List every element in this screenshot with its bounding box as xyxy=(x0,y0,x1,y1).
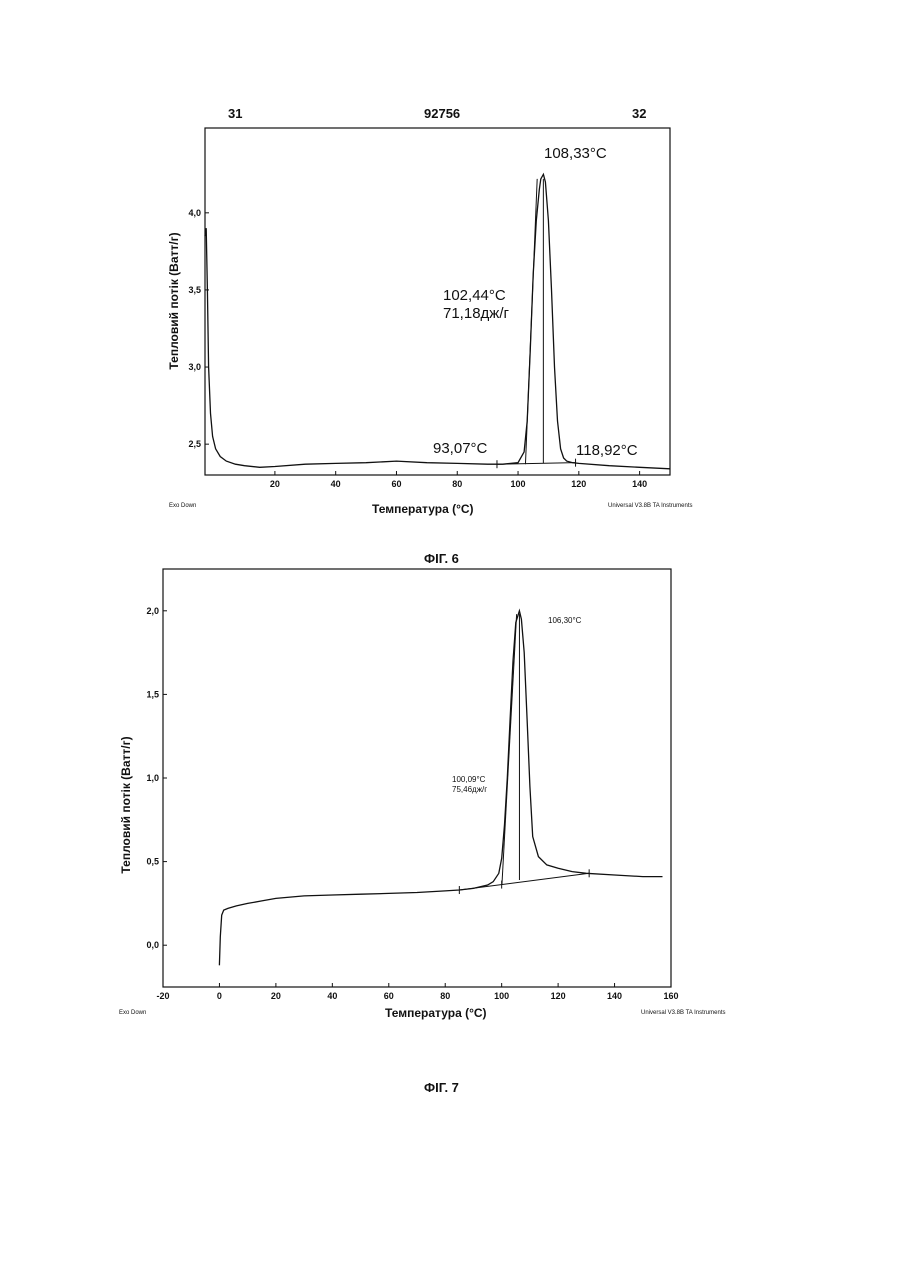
fig6-heat-flow-curve xyxy=(205,174,670,469)
fig7-x-axis-label: Температура (°C) xyxy=(385,1006,487,1020)
x-tick-label: 120 xyxy=(551,991,566,1001)
y-tick-label: 1,5 xyxy=(146,689,159,699)
y-tick-label: 3,0 xyxy=(188,362,201,372)
fig7-onset-label: 100,09°C xyxy=(452,775,486,784)
fig7-chart: -20 0 20 40 60 80 100 120 140 160 0,0 0,5 1,0 1,5 2,0… xyxy=(119,569,725,1020)
x-tick-label: 40 xyxy=(331,479,341,489)
peak-construction-line xyxy=(525,179,537,464)
fig6-enthalpy-label: 71,18дж/г xyxy=(443,305,509,322)
x-tick-label: 80 xyxy=(440,991,450,1001)
fig6-start-label: 93,07°C xyxy=(433,440,488,457)
peak-construction-line xyxy=(502,614,517,885)
fig6-caption: ФІГ. 6 xyxy=(424,551,459,566)
fig7-y-ticks: 0,0 0,5 1,0 1,5 2,0 xyxy=(146,606,167,950)
fig7-instrument-label: Universal V3.8B TA Instruments xyxy=(641,1010,725,1016)
x-tick-label: 140 xyxy=(632,479,647,489)
y-tick-label: 2,0 xyxy=(146,606,159,616)
y-tick-label: 0,0 xyxy=(146,940,159,950)
y-tick-label: 4,0 xyxy=(188,208,201,218)
y-tick-label: 0,5 xyxy=(146,857,159,867)
fig6-instrument-label: Universal V3.8B TA Instruments xyxy=(608,503,692,509)
fig6-onset-label: 102,44°C xyxy=(443,287,506,304)
fig7-enthalpy-label: 75,46дж/г xyxy=(452,785,487,794)
fig7-peak-construction-lines xyxy=(502,614,520,885)
x-tick-label: 40 xyxy=(327,991,337,1001)
x-tick-label: 140 xyxy=(607,991,622,1001)
x-tick-label: 120 xyxy=(571,479,586,489)
x-tick-label: 20 xyxy=(271,991,281,1001)
fig6-x-axis-label: Температура (°C) xyxy=(372,502,474,516)
x-tick-label: 100 xyxy=(511,479,526,489)
y-tick-label: 2,5 xyxy=(188,439,201,449)
fig7-integration-baseline xyxy=(459,873,589,890)
fig6-y-axis-label: Тепловий потік (Ватт/г) xyxy=(167,232,181,369)
y-tick-label: 3,5 xyxy=(188,285,201,295)
x-tick-label: 60 xyxy=(391,479,401,489)
y-tick-label: 1,0 xyxy=(146,773,159,783)
fig7-peak-label: 106,30°C xyxy=(548,616,582,625)
x-tick-label: 80 xyxy=(452,479,462,489)
fig7-x-ticks: -20 0 20 40 60 80 100 120 140 160 xyxy=(156,983,678,1001)
x-tick-label: -20 xyxy=(156,991,169,1001)
fig7-plot-frame xyxy=(163,569,671,987)
fig6-peak-construction-lines xyxy=(525,179,543,464)
x-tick-label: 0 xyxy=(217,991,222,1001)
fig6-exo-down-label: Exo Down xyxy=(169,503,196,509)
x-tick-label: 100 xyxy=(494,991,509,1001)
x-tick-label: 20 xyxy=(270,479,280,489)
fig6-peak-label: 108,33°C xyxy=(544,145,607,162)
x-tick-label: 160 xyxy=(663,991,678,1001)
fig6-chart: 20406080100120140 2,53,03,54,0 108,33°C … xyxy=(167,128,692,516)
fig7-heat-flow-curve xyxy=(219,611,662,966)
fig7-y-axis-label: Тепловий потік (Ватт/г) xyxy=(119,736,133,873)
fig6-x-ticks: 20 40 60 80 100 120 140 xyxy=(270,471,647,489)
x-tick-label: 60 xyxy=(384,991,394,1001)
fig6-plot-frame xyxy=(205,128,670,475)
fig7-exo-down-label: Exo Down xyxy=(119,1010,146,1016)
fig6-end-label: 118,92°C xyxy=(576,442,638,459)
fig7-caption: ФІГ. 7 xyxy=(424,1080,459,1095)
